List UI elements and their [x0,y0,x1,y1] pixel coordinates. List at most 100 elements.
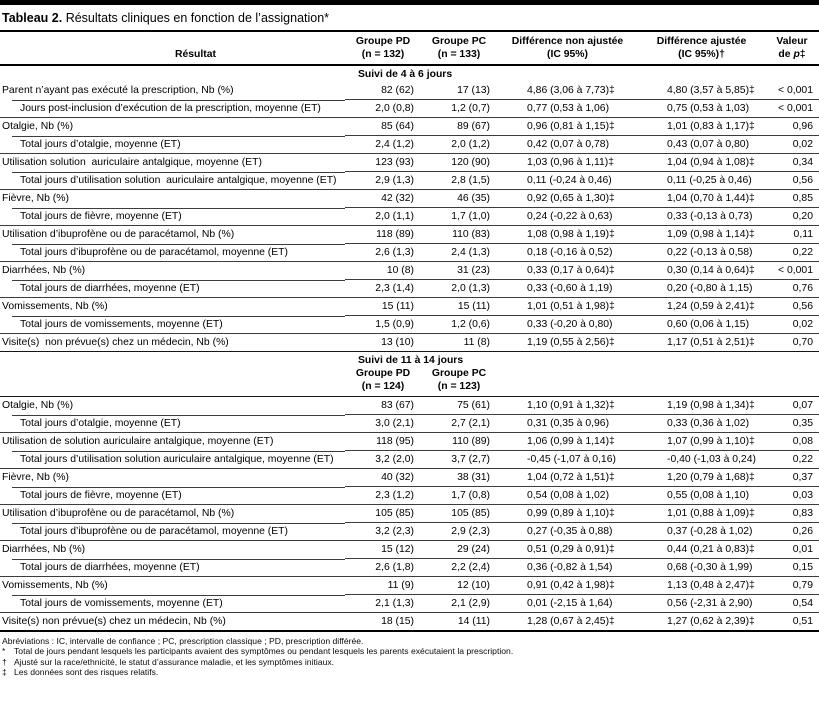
row-label: Visite(s) non prévue(s) chez un médecin,… [0,612,345,632]
cell-difference-ajustee: 1,01 (0,88 à 1,09)‡ [638,504,765,523]
cell-difference-ajustee: 0,20 (-0,80 à 1,15) [638,279,765,298]
cell-groupe-pc: 12 (10) [421,576,497,595]
cell-difference-ajustee: 0,60 (0,06 à 1,15) [638,315,765,334]
section-header-label: Suivi de 11 à 14 jours [0,351,819,368]
footnotes: Abréviations : IC, intervalle de confian… [0,632,819,684]
footnote-marker: ‡ [2,667,7,678]
cell-groupe-pd: 3,0 (2,1) [345,414,421,433]
cell-groupe-pc: 2,4 (1,3) [421,243,497,262]
cell-difference-ajustee: 0,44 (0,21 à 0,83)‡ [638,540,765,559]
cell-difference-non-ajustee: 0,92 (0,65 à 1,30)‡ [497,189,638,208]
row-label: Total jours de fièvre, moyenne (ET) [0,207,345,226]
cell-difference-ajustee: 4,80 (3,57 à 5,85)‡ [667,85,755,96]
table-row: Vomissements, Nb (%) 11 (9) 12 (10) 0,91 (0… [0,576,819,595]
table-row: Vomissements, Nb (%) 15 (11) 15 (11) 1,01 (… [0,297,819,316]
cell-difference-non-ajustee: 1,28 (0,67 à 2,45)‡ [497,612,638,632]
row-label: Otalgie, Nb (%) [2,400,74,412]
cell-difference-non-ajustee: 1,03 (0,96 à 1,11)‡ [497,153,638,172]
col-header-valeur-p-line1: Valeur [776,36,808,47]
cell-groupe-pd: 83 (67) [381,400,414,411]
cell-difference-non-ajustee: 0,01 (-2,15 à 1,64) [497,594,638,613]
row-label: Total jours d’otalgie, moyenne (ET) [0,414,345,433]
cell-difference-non-ajustee: 0,33 (-0,20 à 0,80) [497,315,638,334]
cell-groupe-pc: 31 (23) [421,261,497,280]
cell-difference-non-ajustee: 0,54 (0,08 à 1,02) [497,486,638,505]
cell-groupe-pd: 82 (62) [381,85,414,96]
cell-difference-non-ajustee: 0,11 (-0,24 à 0,46) [497,171,638,190]
table-title: Tableau 2. Résultats cliniques en foncti… [0,5,819,32]
col-header-difference-ajustee-line1: Différence ajustée [656,36,747,47]
col-header-difference-non-ajustee: Différence non ajustée (IC 95%) [497,32,638,66]
cell-valeur-p: 0,79 [765,576,819,595]
cell-difference-non-ajustee: 0,36 (-0,82 à 1,54) [497,558,638,577]
section-header-row: Suivi de 4 à 6 jours [0,65,819,82]
cell-groupe-pc: 105 (85) [421,504,497,523]
cell-groupe-pd: 3,2 (2,0) [345,450,421,469]
cell-difference-non-ajustee: 0,24 (-0,22 à 0,63) [497,207,638,226]
cell-valeur-p: 0,83 [765,504,819,523]
cell-difference-ajustee: 0,75 (0,53 à 1,03) [638,99,765,118]
row-label: Utilisation d’ibuprofène ou de paracétam… [0,225,345,244]
table-row: Otalgie, Nb (%) 85 (64) 89 (67) 0,96 (0,81 … [0,117,819,136]
cell-difference-ajustee: 0,56 (-2,31 à 2,90) [638,594,765,613]
footnote-abbreviations: Abréviations : IC, intervalle de confian… [2,636,364,646]
footnote: * Total de jours pendant lesquels les par… [2,646,819,656]
cell-valeur-p: 0,01 [765,540,819,559]
table-row: Total jours de vomissements, moyenne (ET… [0,315,819,334]
footnote-marker: † [2,656,7,667]
cell-difference-non-ajustee: 0,18 (-0,16 à 0,52) [497,243,638,262]
cell-difference-ajustee: 1,17 (0,51 à 2,51)‡ [638,333,765,352]
cell-valeur-p: 0,85 [765,189,819,208]
cell-difference-non-ajustee: 0,99 (0,89 à 1,10)‡ [497,504,638,523]
cell-groupe-pd: 15 (12) [345,540,421,559]
cell-groupe-pd: 2,0 (1,1) [345,207,421,226]
cell-valeur-p: 0,02 [765,135,819,154]
cell-valeur-p: < 0,001 [778,85,813,96]
row-label: Fièvre, Nb (%) [0,189,345,208]
table-row: Utilisation solution auriculaire antalgi… [0,153,819,172]
group-header-pc-line1: Groupe PC [431,368,487,379]
cell-groupe-pc: 15 (11) [421,297,497,316]
cell-difference-ajustee: 1,13 (0,48 à 2,47)‡ [638,576,765,595]
cell-groupe-pc: 2,2 (2,4) [421,558,497,577]
cell-difference-ajustee: 1,07 (0,99 à 1,10)‡ [638,432,765,451]
cell-valeur-p: 0,20 [765,207,819,226]
table-header: Résultat Groupe PD (n = 132) Groupe PC (… [0,32,819,66]
table-row: Total jours d’utilisation solution auric… [0,171,819,190]
col-header-difference-non-ajustee-line2: (IC 95%) [547,48,588,60]
row-label: Vomissements, Nb (%) [0,297,345,316]
cell-valeur-p: 0,35 [765,414,819,433]
cell-valeur-p: 0,51 [765,612,819,632]
cell-groupe-pc: 2,1 (2,9) [421,594,497,613]
cell-difference-ajustee: 0,33 (-0,13 à 0,73) [638,207,765,226]
cell-valeur-p: 0,15 [765,558,819,577]
table-row: Jours post-inclusion d’exécution de la p… [0,99,819,118]
row-label: Visite(s) non prévue(s) chez un médecin,… [0,333,345,352]
table-row: Total jours de diarrhées, moyenne (ET) 2,… [0,279,819,298]
table-row: Total jours d’otalgie, moyenne (ET) 2,4 (… [0,135,819,154]
table-row: Parent n’ayant pas exécuté la prescripti… [0,82,819,100]
cell-groupe-pd: 18 (15) [345,612,421,632]
cell-groupe-pd: 42 (32) [345,189,421,208]
cell-valeur-p: 0,07 [792,400,813,411]
cell-groupe-pc: 46 (35) [421,189,497,208]
cell-valeur-p: 0,22 [765,243,819,262]
results-table: Résultat Groupe PD (n = 132) Groupe PC (… [0,32,819,632]
cell-valeur-p: 0,11 [765,225,819,244]
cell-groupe-pc: 2,0 (1,3) [421,279,497,298]
row-label: Total jours d’ibuprofène ou de paracétam… [0,243,345,262]
col-header-groupe-pd: Groupe PD (n = 132) [345,32,421,66]
cell-difference-non-ajustee: 0,96 (0,81 à 1,15)‡ [497,117,638,136]
row-label: Total jours d’utilisation solution auric… [0,171,345,190]
row-label: Utilisation d’ibuprofène ou de paracétam… [0,504,345,523]
cell-groupe-pc: 38 (31) [421,468,497,487]
cell-groupe-pd: 2,0 (0,8) [345,99,421,118]
row-label: Total jours de vomissements, moyenne (ET… [0,315,345,334]
cell-valeur-p: 0,96 [765,117,819,136]
table-row: Visite(s) non prévue(s) chez un médecin,… [0,612,819,632]
cell-difference-ajustee: 1,04 (0,94 à 1,08)‡ [638,153,765,172]
cell-groupe-pc: 2,7 (2,1) [421,414,497,433]
footnote-text: Les données sont des risques relatifs. [14,667,159,678]
cell-groupe-pd: 2,9 (1,3) [345,171,421,190]
